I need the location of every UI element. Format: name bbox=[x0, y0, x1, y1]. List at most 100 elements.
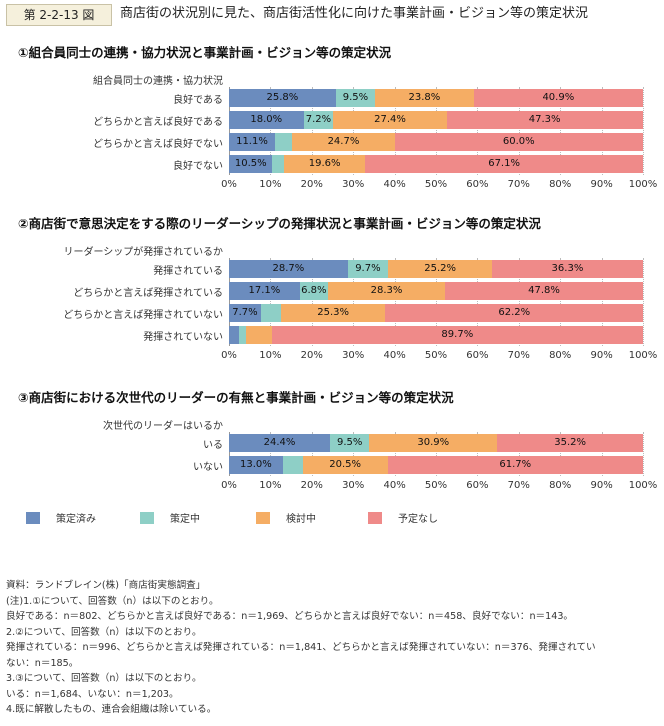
stacked-bar: 11.1% 24.7% 60.0% bbox=[229, 133, 643, 151]
x-tick-label: 0% bbox=[221, 350, 237, 361]
x-tick-label: 30% bbox=[342, 179, 365, 190]
stacked-bar: 10.5% 19.6% 67.1% bbox=[229, 155, 643, 173]
data-label: 7.7% bbox=[232, 307, 258, 318]
gridline bbox=[436, 432, 437, 476]
bar-segment-策定済み bbox=[229, 282, 300, 300]
data-label: 13.0% bbox=[240, 459, 272, 470]
data-label: 18.0% bbox=[250, 114, 283, 125]
bar-segment-検討中 bbox=[375, 89, 474, 107]
stacked-bar: 89.7% bbox=[229, 326, 643, 344]
gridline bbox=[643, 432, 644, 476]
x-tick-label: 60% bbox=[466, 350, 489, 361]
legend-swatch bbox=[256, 512, 270, 524]
data-label: 30.9% bbox=[417, 437, 450, 448]
gridline bbox=[477, 87, 479, 175]
x-tick-label: 20% bbox=[300, 480, 323, 491]
x-tick-label: 80% bbox=[549, 179, 572, 190]
bar-segment-検討中 bbox=[327, 282, 446, 300]
category-label: 良好である bbox=[173, 95, 223, 106]
chart-title: ①組合員同士の連携・協力状況と事業計画・ビジョン等の策定状況 bbox=[18, 45, 392, 60]
gridline bbox=[394, 87, 396, 175]
x-tick-label: 10% bbox=[259, 350, 282, 361]
note-line: いる：n＝1,684、いない：n＝1,203。 bbox=[6, 688, 179, 700]
data-label: 24.7% bbox=[327, 136, 360, 147]
stacked-bar: 17.1% 6.8% 28.3% 47.8% bbox=[229, 282, 643, 300]
chart-collaboration: ①組合員同士の連携・協力状況と事業計画・ビジョン等の策定状況組合員同士の連携・協… bbox=[0, 42, 664, 202]
chart-next-leader: ③商店街における次世代のリーダーの有無と事業計画・ビジョン等の策定状況 次世代のリ… bbox=[0, 387, 664, 497]
category-label: 発揮されていない bbox=[143, 332, 223, 343]
bar-segment-策定中 bbox=[260, 304, 281, 322]
data-label: 20.5% bbox=[329, 459, 361, 470]
data-label: 47.8% bbox=[528, 285, 560, 296]
gridline bbox=[643, 87, 644, 175]
gridline bbox=[560, 432, 562, 476]
data-label: 9.7% bbox=[355, 263, 381, 274]
legend-label: 検討中 bbox=[286, 514, 316, 525]
legend-label: 策定中 bbox=[170, 514, 200, 525]
data-label: 25.8% bbox=[266, 92, 299, 103]
legend-swatch bbox=[368, 512, 382, 524]
data-label: 24.4% bbox=[263, 437, 296, 448]
stacked-bar: 25.8% 9.5% 23.8% 40.9% bbox=[229, 89, 643, 107]
bar-segment-策定済み bbox=[229, 304, 261, 322]
category-label: 良好でない bbox=[173, 161, 223, 172]
x-tick-label: 50% bbox=[424, 480, 448, 491]
bar-segment-策定済み bbox=[229, 133, 275, 151]
legend-label: 予定なし bbox=[398, 514, 438, 525]
stacked-bar: 24.4% 9.5% 30.9% 35.2% bbox=[229, 434, 643, 452]
note-source: 資料：ランドブレイン(株)「商店街実態調査」 bbox=[6, 580, 206, 591]
data-label: 7.2% bbox=[305, 114, 332, 125]
figure-number: 第 2-2-13 図 bbox=[6, 4, 112, 26]
x-tick-label: 30% bbox=[342, 480, 365, 491]
data-label: 89.7% bbox=[441, 329, 474, 340]
data-label: 23.8% bbox=[408, 92, 441, 103]
bar-segment-策定済み bbox=[229, 89, 336, 107]
data-label: 25.2% bbox=[424, 263, 457, 274]
bar-segment-策定中 bbox=[274, 133, 293, 151]
group-label: リーダーシップが発揮されているか bbox=[63, 247, 224, 258]
data-label: 11.1% bbox=[236, 136, 268, 147]
x-tick-label: 70% bbox=[507, 179, 530, 190]
bar-segment-検討中 bbox=[292, 133, 395, 151]
gridline bbox=[270, 432, 272, 476]
chart-leadership: ②商店街で意思決定をする際のリーダーシップの発揮状況と事業計画・ビジョン等の策定… bbox=[0, 213, 664, 373]
category-label: どちらかと言えば良好でない bbox=[93, 139, 223, 150]
x-tick-label: 40% bbox=[383, 179, 406, 190]
gridline bbox=[311, 87, 313, 175]
bar-segment-策定中 bbox=[272, 155, 285, 173]
bar-segment-策定中 bbox=[299, 282, 328, 300]
bar-segment-予定なし bbox=[492, 260, 643, 278]
bar-segment-検討中 bbox=[387, 260, 493, 278]
data-label: 60.0% bbox=[502, 136, 535, 147]
data-label: 9.5% bbox=[336, 437, 363, 448]
gridline bbox=[353, 258, 355, 346]
gridline bbox=[601, 258, 603, 346]
x-tick-label: 80% bbox=[549, 350, 572, 361]
category-label: 発揮されている bbox=[153, 266, 223, 277]
data-label: 19.6% bbox=[308, 158, 341, 169]
stacked-bar: 18.0% 7.2% 27.4% 47.3% bbox=[229, 111, 643, 129]
x-tick-label: 90% bbox=[590, 480, 613, 491]
stacked-bar: 13.0% 20.5% 61.7% bbox=[229, 456, 643, 474]
x-tick-label: 40% bbox=[383, 480, 406, 491]
bar-segment-予定なし bbox=[385, 304, 643, 322]
x-tick-label: 90% bbox=[590, 350, 613, 361]
gridline bbox=[601, 432, 603, 476]
note-line: 4.既に解散したもの、連合会組織は除いている。 bbox=[6, 704, 217, 715]
data-label: 25.3% bbox=[317, 307, 349, 318]
category-label: どちらかと言えば発揮されていない bbox=[63, 310, 223, 321]
gridline bbox=[436, 87, 437, 175]
legend-swatch bbox=[26, 512, 40, 524]
x-tick-label: 10% bbox=[259, 179, 282, 190]
group-label: 組合員同士の連携・協力状況 bbox=[93, 76, 223, 87]
x-tick-label: 50% bbox=[424, 350, 448, 361]
bar-segment-検討中 bbox=[369, 434, 498, 452]
data-label: 10.5% bbox=[234, 158, 267, 169]
bar-segment-検討中 bbox=[302, 456, 388, 474]
x-tick-label: 80% bbox=[549, 480, 572, 491]
gridline bbox=[560, 258, 562, 346]
data-label: 67.1% bbox=[488, 158, 520, 169]
bar-segment-策定中 bbox=[303, 111, 334, 129]
x-tick-label: 60% bbox=[466, 179, 489, 190]
data-label: 27.4% bbox=[374, 114, 406, 125]
